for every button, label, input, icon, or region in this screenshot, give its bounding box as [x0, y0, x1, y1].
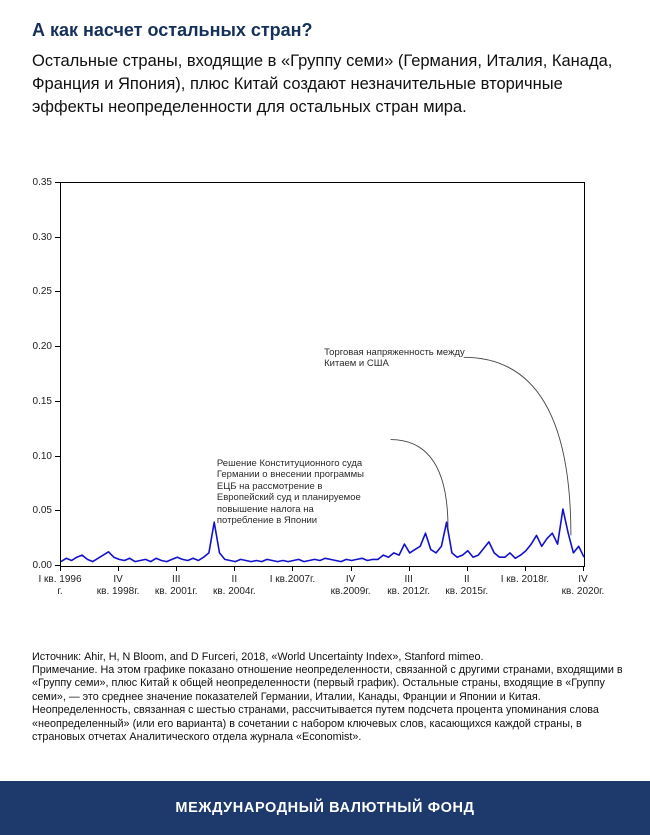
imf-wordmark: МЕЖДУНАРОДНЫЙ ВАЛЮТНЫЙ ФОНД: [175, 800, 475, 816]
intro-text: Остальные страны, входящие в «Группу сем…: [32, 52, 613, 116]
y-tick-mark: [55, 400, 60, 402]
x-tick-mark: [234, 566, 236, 571]
y-tick-label: 0.10: [32, 450, 52, 462]
chart-canvas: [60, 356, 585, 563]
y-tick-mark: [55, 182, 60, 183]
ecb-german-court-pointer-line: [390, 439, 449, 528]
x-tick-mark: [350, 566, 352, 571]
y-tick-label: 0.15: [32, 395, 52, 407]
page-title: А как насчет остальных стран?: [32, 20, 313, 40]
x-tick-mark: [408, 566, 410, 571]
trade-tension-pointer-line: [463, 356, 572, 536]
source-note: Источник: Ahir, H, N Bloom, and D Furcer…: [32, 651, 484, 663]
y-tick-mark: [55, 346, 60, 348]
x-tick-label: I кв.2007г.: [269, 574, 316, 585]
imf-footer-bar: МЕЖДУНАРОДНЫЙ ВАЛЮТНЫЙ ФОНД: [0, 781, 650, 835]
y-tick-label: 0.05: [32, 505, 52, 517]
y-tick-mark: [55, 455, 60, 457]
x-tick-mark: [583, 566, 584, 571]
x-tick-label: III кв. 2012г.: [387, 574, 430, 597]
uncertainty-spillover-chart: 0.00 0.05 0.10 0.15 0.20 0.25 0.30 0.35 I кв. 1…: [0, 177, 650, 622]
x-tick-label: IV кв. 2020г.: [561, 574, 605, 597]
y-tick-mark: [55, 565, 60, 566]
trade-tension-annotation: Торговая напряженность между Китаем и СШ…: [324, 346, 465, 370]
x-tick-label: III кв. 2001г.: [154, 574, 198, 597]
y-tick-mark: [55, 236, 60, 238]
x-tick-mark: [60, 566, 61, 571]
y-tick-label: 0.20: [32, 341, 52, 353]
ecb-german-court-annotation: Решение Конституционного суда Германии о…: [216, 457, 364, 527]
x-tick-label: II кв. 2004г.: [212, 574, 256, 597]
x-tick-mark: [524, 566, 526, 571]
y-tick-label: 0.00: [32, 560, 52, 571]
x-tick-mark: [466, 566, 468, 571]
y-tick-mark: [55, 510, 60, 512]
uncertainty-line: [60, 508, 585, 563]
x-tick-label: I кв. 2018г.: [500, 574, 549, 585]
y-tick-mark: [55, 291, 60, 293]
y-tick-label: 0.35: [32, 177, 52, 188]
x-tick-label: II кв. 2015г.: [445, 574, 489, 597]
plot-area: [60, 182, 585, 567]
x-tick-label: IV кв. 1998г.: [96, 574, 140, 597]
x-tick-mark: [118, 566, 120, 571]
y-tick-label: 0.30: [32, 231, 52, 243]
y-tick-label: 0.25: [32, 286, 52, 298]
methodology-note: Примечание. На этом графике показано отн…: [32, 664, 623, 744]
x-tick-mark: [176, 566, 178, 571]
x-tick-label: IV кв.2009г.: [330, 574, 371, 597]
x-tick-mark: [292, 566, 294, 571]
x-tick-label: I кв. 1996 г.: [38, 574, 82, 597]
